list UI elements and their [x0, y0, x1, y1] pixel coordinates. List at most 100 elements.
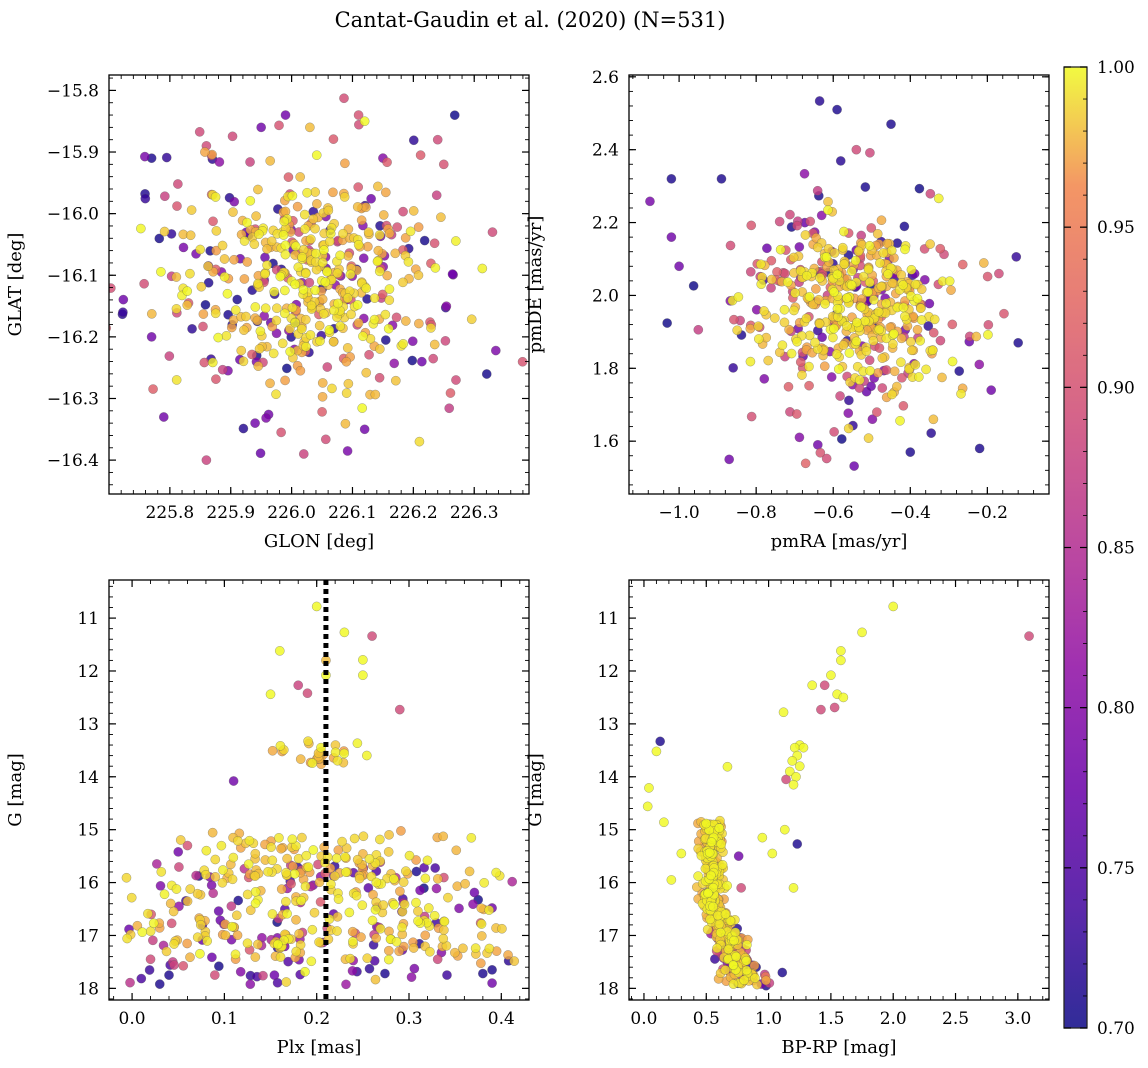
data-point: [136, 973, 147, 984]
data-point: [863, 433, 874, 443]
data-point: [375, 834, 385, 845]
data-point: [185, 952, 195, 963]
data-point: [794, 761, 805, 772]
data-point: [370, 904, 381, 915]
x-tick-label: 226.3: [450, 503, 499, 523]
x-tick-label: −1.0: [658, 503, 699, 523]
data-point: [431, 883, 442, 894]
data-point: [314, 937, 324, 947]
data-point: [274, 120, 284, 131]
data-point: [729, 314, 739, 325]
data-point: [161, 152, 172, 163]
data-point: [122, 933, 132, 944]
data-point: [244, 835, 255, 846]
data-point: [925, 188, 936, 199]
data-point: [982, 271, 993, 282]
data-point: [143, 908, 153, 919]
data-point: [761, 975, 771, 986]
data-point: [245, 157, 255, 167]
data-point: [253, 278, 263, 289]
data-point: [320, 277, 331, 287]
data-point: [811, 284, 821, 294]
data-point: [706, 870, 716, 881]
data-point: [262, 244, 272, 254]
data-point: [863, 287, 873, 297]
data-point: [276, 427, 286, 438]
data-point: [339, 192, 350, 202]
data-point: [419, 235, 430, 246]
data-point: [280, 110, 291, 120]
data-point: [281, 363, 292, 374]
data-point: [838, 340, 849, 350]
data-point: [331, 853, 342, 864]
data-point: [947, 319, 958, 330]
data-point: [297, 252, 307, 262]
data-point: [725, 915, 736, 926]
data-point: [875, 258, 885, 268]
data-point: [250, 302, 261, 312]
data-point: [398, 206, 408, 217]
data-point: [900, 311, 910, 322]
data-point: [487, 978, 497, 988]
data-point: [353, 318, 364, 328]
data-point: [789, 305, 799, 316]
data-point: [844, 395, 854, 406]
y-tick-label: 13: [597, 715, 619, 735]
data-point: [878, 248, 889, 258]
data-point: [266, 236, 277, 247]
data-point: [388, 874, 399, 884]
pm-x-axis-label: pmRA [mas/yr]: [771, 531, 908, 552]
data-point: [838, 692, 849, 703]
data-point: [279, 308, 290, 319]
data-point: [769, 313, 780, 323]
data-point: [250, 848, 261, 859]
data-point: [358, 670, 368, 681]
data-point: [475, 958, 486, 969]
data-point: [310, 187, 321, 197]
data-point: [928, 327, 939, 338]
data-point: [314, 877, 325, 888]
data-point: [781, 774, 791, 785]
data-point: [693, 324, 704, 335]
data-point: [198, 321, 208, 332]
data-point: [245, 195, 256, 206]
data-point: [731, 951, 741, 962]
data-point: [836, 646, 846, 656]
data-point: [300, 268, 311, 279]
data-point: [364, 854, 375, 864]
data-point: [358, 331, 368, 342]
data-point: [322, 266, 332, 277]
data-point: [728, 979, 739, 989]
data-point: [250, 418, 260, 428]
data-point: [169, 939, 179, 949]
data-point: [420, 930, 431, 941]
data-point: [390, 375, 401, 386]
data-point: [484, 905, 494, 915]
y-tick-label: 12: [77, 662, 99, 682]
data-point: [766, 274, 777, 285]
data-point: [978, 258, 989, 268]
y-tick-label: 14: [597, 768, 619, 788]
data-point: [832, 303, 843, 314]
data-point: [676, 848, 687, 859]
data-point: [823, 196, 833, 207]
data-point: [159, 226, 170, 237]
data-point: [804, 291, 815, 302]
data-point: [490, 345, 501, 356]
data-point: [898, 280, 908, 290]
data-point: [417, 356, 427, 367]
color-magnitude-panel: 0.0 0.5 1.0 1.5 2.0 2.5 3.0 11 12 13 14 15 16 17 18 BP-…: [525, 579, 1050, 1058]
data-point: [171, 884, 182, 894]
data-point: [914, 372, 924, 382]
data-point: [445, 388, 456, 398]
data-point: [1011, 252, 1022, 262]
data-point: [478, 968, 488, 979]
data-point: [132, 920, 143, 931]
data-point: [362, 953, 373, 964]
data-point: [319, 245, 329, 255]
data-point: [340, 418, 351, 429]
data-point: [785, 209, 795, 220]
data-point: [441, 301, 452, 312]
data-point: [311, 601, 322, 612]
data-point: [277, 338, 288, 349]
